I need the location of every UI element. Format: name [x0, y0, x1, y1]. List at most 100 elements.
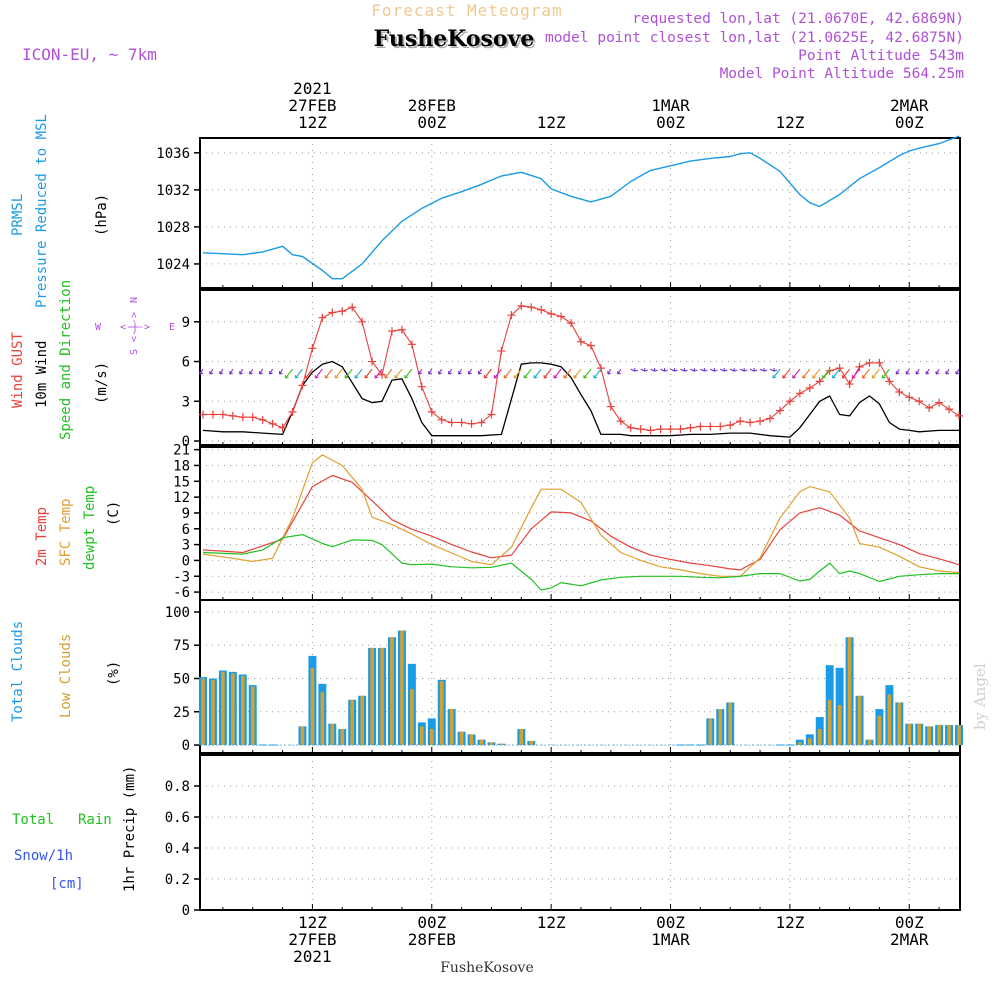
wind-arrow [513, 368, 522, 379]
gust-marker [895, 388, 904, 397]
y-tick-label: 0.4 [165, 841, 190, 857]
panels-layer: 10241028103210360369-6-30369121518210255… [156, 79, 964, 966]
low-cloud-bar [519, 729, 524, 746]
time-label-bottom: 12Z [775, 913, 804, 932]
time-label-bottom: 28FEB [408, 930, 456, 949]
low-cloud-bar [798, 742, 802, 746]
y-tick-label: 0 [182, 903, 190, 919]
wind-arrow [739, 368, 748, 372]
low-cloud-bar [927, 726, 931, 746]
gust-marker [835, 364, 844, 373]
pressure-unit: (hPa) [94, 194, 110, 236]
time-label-top: 12Z [298, 113, 327, 132]
wind-arrow [895, 368, 900, 375]
time-label-bottom: 1MAR [651, 930, 690, 949]
low-cloud-bar [201, 678, 205, 746]
gust-marker [606, 402, 615, 411]
wind-arrow [871, 368, 880, 379]
compass-s: S [129, 349, 140, 355]
time-label-top: 1MAR [651, 96, 690, 115]
y-tick-label: 9 [182, 315, 190, 331]
temp-dew-label: dewpt Temp [82, 486, 98, 570]
y-tick-label: -6 [173, 585, 190, 601]
wind-arrow [759, 368, 768, 372]
time-label-bottom: 12Z [537, 913, 566, 932]
wind-arrow [394, 368, 403, 379]
gust-marker [676, 425, 685, 434]
gust-marker [477, 418, 486, 427]
gust-marker [368, 357, 377, 366]
precip-rain-label: Rain [78, 812, 112, 828]
y-tick-label: 1036 [156, 146, 190, 162]
y-tick-label: 100 [165, 605, 190, 621]
wind-arrow [458, 368, 463, 375]
gust-marker [427, 407, 436, 416]
time-label-top: 2021 [293, 79, 332, 98]
gust-marker [756, 417, 765, 426]
y-tick-label: 1024 [156, 257, 190, 273]
gust-marker [915, 397, 924, 406]
wind-arrow [812, 368, 821, 379]
wind-arrow [650, 368, 658, 372]
low-cloud-bar [808, 738, 812, 746]
low-cloud-bar [469, 734, 474, 746]
wind-arrow [523, 368, 532, 379]
gust-marker [517, 301, 526, 310]
gust-marker [736, 417, 745, 426]
y-tick-label: 75 [173, 638, 190, 654]
wind-arrow [364, 368, 373, 379]
temp-sfc-label: SFC Temp [58, 499, 74, 566]
low-cloud-bar [240, 675, 245, 746]
gust-marker [825, 366, 834, 375]
y-tick-label: 3 [182, 394, 190, 410]
time-label-top: 00Z [417, 113, 446, 132]
wind-arrow [583, 368, 592, 379]
y-tick-label: 0.2 [165, 872, 190, 888]
wind-10m-label: 10m Wind [34, 341, 50, 408]
wind-arrow [851, 368, 860, 379]
time-label-bottom: 2MAR [890, 930, 929, 949]
low-cloud-bar [380, 647, 384, 746]
gust-marker [626, 423, 635, 432]
panel-frame [199, 289, 961, 446]
title-top: Forecast Meteogram [371, 1, 562, 20]
gust-marker [746, 418, 755, 427]
gust-marker [198, 410, 207, 419]
time-label-top: 27FEB [288, 96, 336, 115]
compass-e: E [169, 322, 175, 333]
low-cloud-bar [370, 647, 374, 746]
gust-marker [258, 415, 267, 424]
y-tick-label: 6 [182, 522, 190, 538]
low-cloud-bar [947, 725, 951, 746]
precip-cm-label: [cm] [50, 876, 84, 892]
y-tick-label: 6 [182, 355, 190, 371]
gust-marker [775, 406, 784, 415]
low-cloud-bar [211, 679, 215, 746]
y-tick-label: 0 [182, 738, 190, 754]
y-tick-label: 0 [182, 434, 190, 450]
gust-marker [358, 317, 367, 326]
wind-arrow [607, 368, 612, 375]
gust-marker [437, 415, 446, 424]
panel-frame [199, 137, 961, 289]
low-cloud-bar [221, 671, 225, 746]
wind-arrow [259, 368, 264, 375]
temp-2m-label: 2m Temp [34, 507, 50, 566]
low-cloud-bar [837, 705, 842, 746]
low-cloud-bar [320, 691, 325, 746]
wind-arrow [533, 368, 542, 379]
low-cloud-bar [529, 741, 534, 746]
wind-arrow [772, 368, 781, 379]
wind-arrow [842, 368, 851, 379]
wind-arrow [438, 368, 443, 375]
compass-mid: <-|-> [129, 312, 140, 342]
low-cloud-bar [479, 739, 484, 746]
gust-marker [457, 418, 466, 427]
low-cloud-bar [907, 723, 912, 746]
y-tick-label: 0.8 [165, 779, 190, 795]
wind-arrow [428, 368, 433, 375]
time-label-bottom: 12Z [298, 913, 327, 932]
low-cloud-bar [420, 726, 424, 746]
low-cloud-bar [917, 723, 922, 746]
gust-marker [795, 389, 804, 398]
